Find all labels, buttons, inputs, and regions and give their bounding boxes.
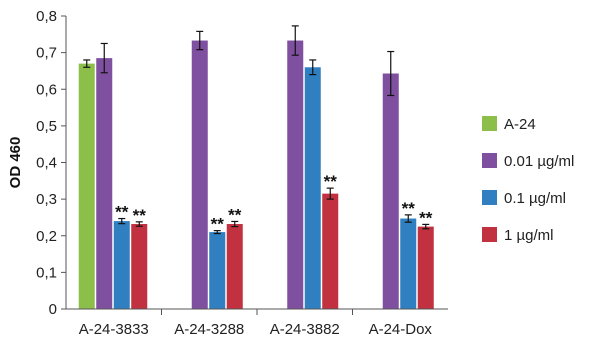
x-axis-categories: A-24-3833 A-24-3288 A-24-3882 A-24-Dox	[79, 321, 433, 338]
bar	[209, 232, 226, 309]
significance-mark: **	[324, 172, 338, 191]
x-category-label: A-24-3288	[174, 321, 244, 338]
bar	[191, 40, 208, 309]
x-category-label: A-24-3882	[270, 321, 340, 338]
y-tick-label: 0,8	[36, 8, 57, 25]
bar	[304, 67, 321, 310]
legend-label: 0.01 µg/ml	[504, 153, 574, 170]
bar	[113, 221, 130, 309]
significance-annotations: ** ** ** ********	[115, 172, 433, 233]
y-tick-label: 0,4	[36, 155, 57, 172]
y-tick-label: 0,7	[36, 45, 57, 62]
significance-mark: **	[228, 205, 242, 224]
x-category-label: A-24-Dox	[369, 321, 433, 338]
bar	[226, 224, 243, 309]
legend-label: 0.1 µg/ml	[504, 190, 566, 207]
y-tick-label: 0	[49, 301, 57, 318]
bar	[96, 58, 113, 310]
significance-mark: **	[211, 215, 225, 234]
legend: A-24 0.01 µg/ml 0.1 µg/ml 1 µg/ml	[482, 116, 574, 244]
y-tick-label: 0,2	[36, 228, 57, 245]
bar	[131, 224, 148, 309]
significance-mark: **	[419, 208, 433, 227]
bars	[78, 40, 434, 310]
axes	[61, 15, 448, 315]
y-tick-label: 0,5	[36, 118, 57, 135]
y-tick-label: 0,3	[36, 191, 57, 208]
bar	[417, 226, 434, 309]
x-category-label: A-24-3833	[79, 321, 149, 338]
bar	[287, 40, 304, 309]
bar	[322, 193, 339, 309]
y-axis-label: OD 460	[7, 137, 24, 189]
bar	[78, 63, 95, 309]
bar	[382, 73, 399, 309]
bar	[400, 218, 417, 309]
y-tick-label: 0,1	[36, 264, 57, 281]
legend-swatch	[482, 227, 497, 242]
legend-swatch	[482, 153, 497, 168]
legend-label: A-24	[504, 116, 536, 133]
error-bars	[83, 25, 430, 235]
legend-swatch	[482, 190, 497, 205]
significance-mark: **	[133, 206, 147, 225]
y-tick-label: 0,6	[36, 81, 57, 98]
y-axis-ticks: 0 0,1 0,2 0,3 0,4 0,5 0,6 0,7 0,8	[36, 8, 57, 318]
significance-mark: **	[115, 203, 129, 222]
legend-label: 1 µg/ml	[504, 227, 554, 244]
significance-mark: **	[402, 199, 416, 218]
legend-swatch	[482, 116, 497, 131]
